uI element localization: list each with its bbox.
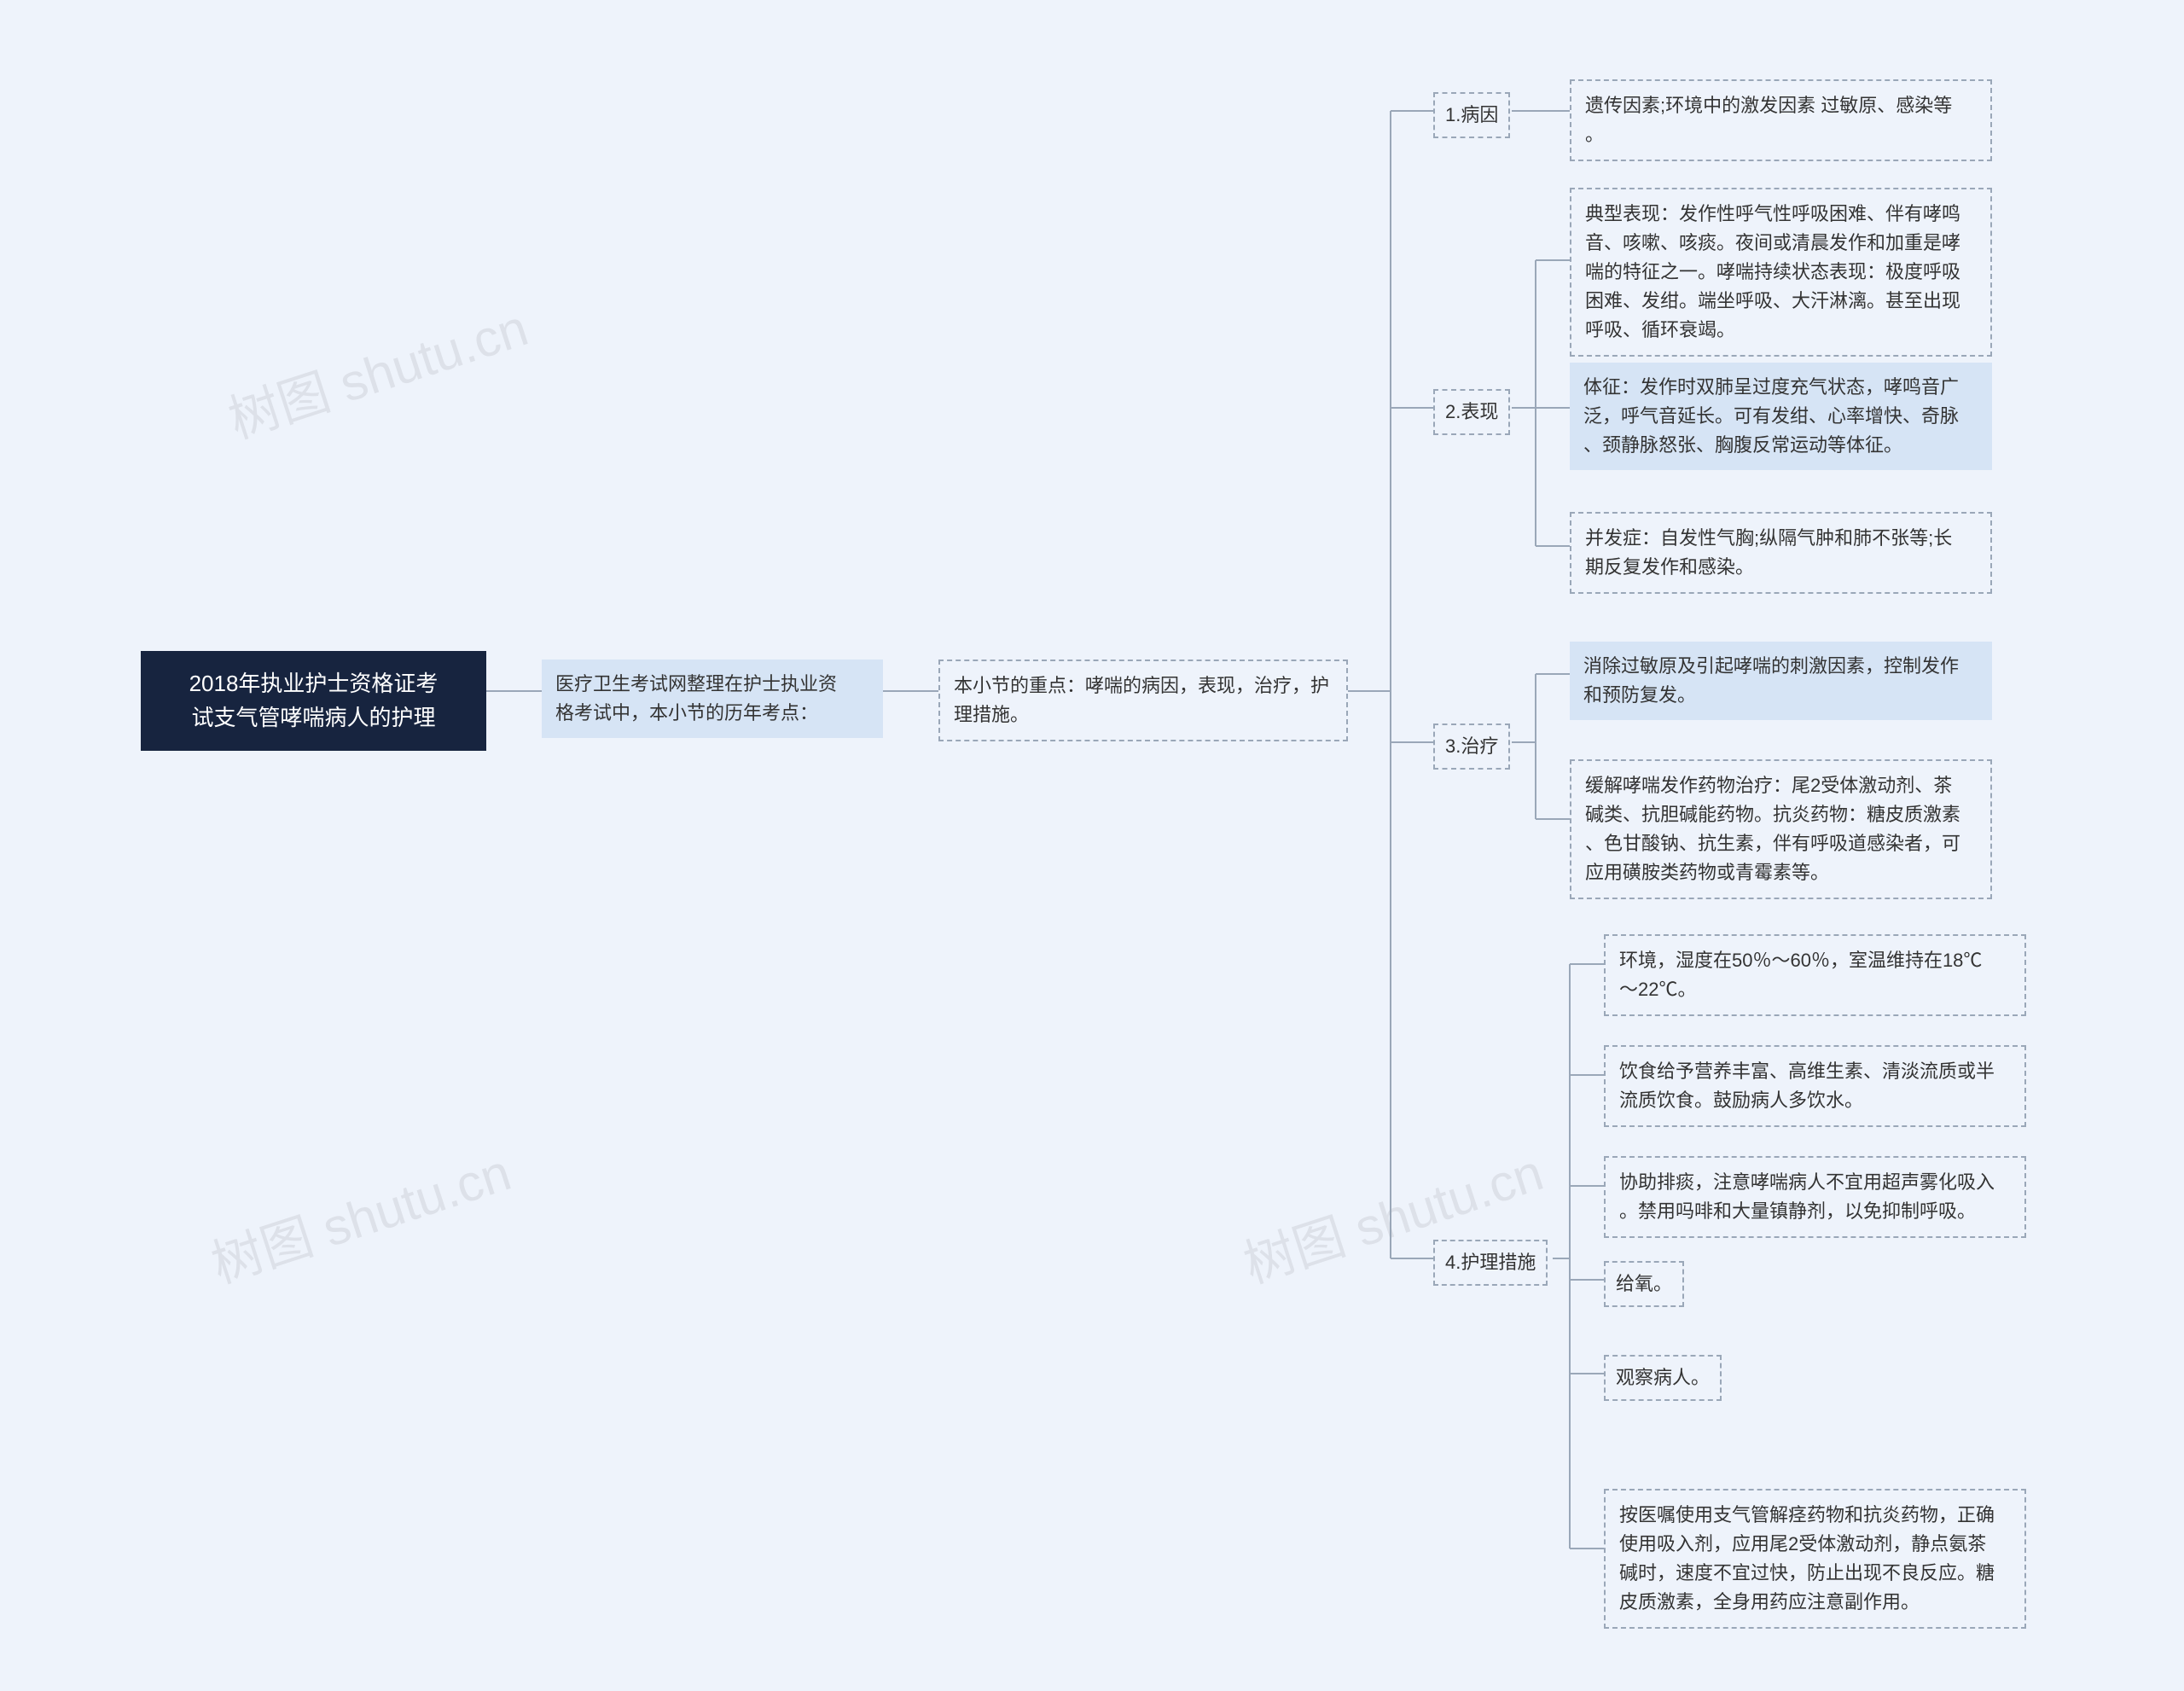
cat3-label: 3.治疗 [1433, 723, 1510, 770]
leaf-text: 使用吸入剂，应用尾2受体激动剂，静点氨茶 [1619, 1533, 1986, 1554]
cat1-label: 1.病因 [1433, 92, 1510, 138]
level2-node: 本小节的重点：哮喘的病因，表现，治疗，护 理措施。 [938, 660, 1348, 741]
leaf-text: 期反复发作和感染。 [1585, 556, 1754, 578]
cat2-label: 2.表现 [1433, 389, 1510, 435]
leaf-text: 体征：发作时双肺呈过度充气状态，哮鸣音广 [1583, 376, 1959, 398]
watermark: 树图 shutu.cn [218, 287, 536, 453]
leaf-text: 呼吸、循环衰竭。 [1585, 319, 1735, 340]
leaf-text: 流质饮食。鼓励病人多饮水。 [1619, 1090, 1863, 1111]
watermark: 树图 shutu.cn [200, 1131, 519, 1298]
leaf-c4-2: 饮食给予营养丰富、高维生素、清淡流质或半 流质饮食。鼓励病人多饮水。 [1604, 1045, 2026, 1127]
leaf-text: 并发症：自发性气胸;纵隔气肿和肺不张等;长 [1585, 527, 1952, 549]
leaf-text: 。 [1585, 124, 1604, 145]
leaf-text: 泛，呼气音延长。可有发绀、心率增快、奇脉 [1583, 405, 1959, 427]
leaf-text: 困难、发绀。端坐呼吸、大汗淋漓。甚至出现 [1585, 290, 1960, 311]
leaf-text: 皮质激素，全身用药应注意副作用。 [1619, 1591, 1920, 1613]
leaf-text: 饮食给予营养丰富、高维生素、清淡流质或半 [1619, 1061, 1995, 1082]
leaf-c4-1: 环境，湿度在50％～60％，室温维持在18℃ ～22℃。 [1604, 934, 2026, 1016]
leaf-text: 应用磺胺类药物或青霉素等。 [1585, 862, 1829, 883]
level1-line2: 格考试中，本小节的历年考点： [555, 702, 818, 723]
root-node: 2018年执业护士资格证考 试支气管哮喘病人的护理 [141, 651, 486, 751]
level1-line1: 医疗卫生考试网整理在护士执业资 [555, 673, 837, 694]
leaf-c2-1: 典型表现：发作性呼气性呼吸困难、伴有哮鸣 音、咳嗽、咳痰。夜间或清晨发作和加重是… [1570, 188, 1992, 357]
leaf-text: 环境，湿度在50％～60％，室温维持在18℃ [1619, 950, 1982, 971]
leaf-text: 和预防复发。 [1583, 684, 1696, 706]
leaf-text: 音、咳嗽、咳痰。夜间或清晨发作和加重是哮 [1585, 232, 1960, 253]
level1-node: 医疗卫生考试网整理在护士执业资 格考试中，本小节的历年考点： [542, 660, 883, 738]
leaf-text: 。禁用吗啡和大量镇静剂，以免抑制呼吸。 [1619, 1200, 1976, 1222]
leaf-text: 协助排痰，注意哮喘病人不宜用超声雾化吸入 [1619, 1171, 1995, 1193]
leaf-c1-1: 遗传因素;环境中的激发因素 过敏原、感染等 。 [1570, 79, 1992, 161]
leaf-text: 典型表现：发作性呼气性呼吸困难、伴有哮鸣 [1585, 203, 1960, 224]
leaf-text: 碱类、抗胆碱能药物。抗炎药物：糖皮质激素 [1585, 804, 1960, 825]
level2-line1: 本小节的重点：哮喘的病因，表现，治疗，护 [954, 675, 1329, 696]
leaf-text: 遗传因素;环境中的激发因素 过敏原、感染等 [1585, 95, 1952, 116]
leaf-text: 碱时，速度不宜过快，防止出现不良反应。糖 [1619, 1562, 1995, 1583]
leaf-c2-2: 体征：发作时双肺呈过度充气状态，哮鸣音广 泛，呼气音延长。可有发绀、心率增快、奇… [1570, 363, 1992, 470]
leaf-text: 缓解哮喘发作药物治疗：尾2受体激动剂、茶 [1585, 775, 1952, 796]
leaf-text: 、色甘酸钠、抗生素，伴有呼吸道感染者，可 [1585, 833, 1960, 854]
leaf-c4-3: 协助排痰，注意哮喘病人不宜用超声雾化吸入 。禁用吗啡和大量镇静剂，以免抑制呼吸。 [1604, 1156, 2026, 1238]
leaf-c3-1: 消除过敏原及引起哮喘的刺激因素，控制发作 和预防复发。 [1570, 642, 1992, 720]
level2-line2: 理措施。 [954, 704, 1029, 725]
leaf-c2-3: 并发症：自发性气胸;纵隔气肿和肺不张等;长 期反复发作和感染。 [1570, 512, 1992, 594]
leaf-text: 消除过敏原及引起哮喘的刺激因素，控制发作 [1583, 655, 1959, 677]
root-line1: 2018年执业护士资格证考 [189, 671, 439, 696]
root-line2: 试支气管哮喘病人的护理 [191, 705, 435, 730]
leaf-c4-4: 给氧。 [1604, 1261, 1684, 1307]
leaf-c4-6: 按医嘱使用支气管解痉药物和抗炎药物，正确 使用吸入剂，应用尾2受体激动剂，静点氨… [1604, 1489, 2026, 1629]
leaf-c4-5: 观察病人。 [1604, 1355, 1722, 1401]
leaf-text: ～22℃。 [1619, 979, 1696, 1000]
cat4-label: 4.护理措施 [1433, 1240, 1548, 1286]
leaf-text: 喘的特征之一。哮喘持续状态表现：极度呼吸 [1585, 261, 1960, 282]
leaf-text: 、颈静脉怒张、胸腹反常运动等体征。 [1583, 434, 1902, 456]
leaf-text: 按医嘱使用支气管解痉药物和抗炎药物，正确 [1619, 1504, 1995, 1525]
leaf-c3-2: 缓解哮喘发作药物治疗：尾2受体激动剂、茶 碱类、抗胆碱能药物。抗炎药物：糖皮质激… [1570, 759, 1992, 899]
